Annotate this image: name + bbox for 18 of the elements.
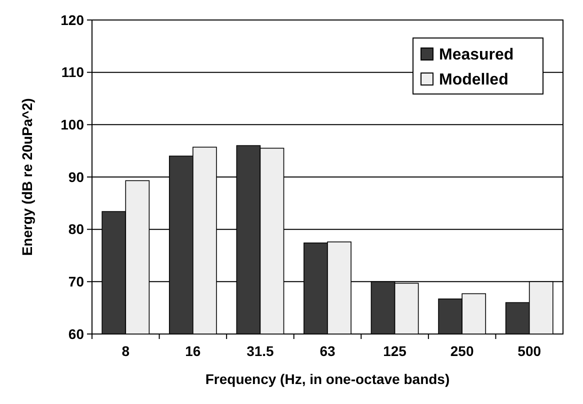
x-tick-label: 16 <box>185 343 201 359</box>
y-tick-label: 70 <box>68 274 84 290</box>
y-tick-label: 100 <box>60 116 84 133</box>
y-tick-label: 120 <box>60 12 84 28</box>
legend-label: Measured <box>439 46 514 64</box>
x-tick-label: 500 <box>518 343 542 359</box>
y-tick-label: 60 <box>68 326 84 342</box>
x-tick-label: 8 <box>122 343 130 359</box>
y-axis-title: Energy (dB re 20uPa^2) <box>19 98 35 256</box>
x-tick-label: 31.5 <box>246 343 274 359</box>
x-tick-label: 125 <box>383 343 407 359</box>
x-tick-label: 63 <box>320 343 336 359</box>
y-tick-label: 110 <box>61 64 84 80</box>
y-tick-label: 90 <box>68 168 84 185</box>
x-tick-label: 250 <box>450 343 474 359</box>
legend-label: Modelled <box>439 72 508 89</box>
y-tick-label: 80 <box>68 221 84 238</box>
x-axis-title: Frequency (Hz, in one-octave bands) <box>205 371 450 387</box>
